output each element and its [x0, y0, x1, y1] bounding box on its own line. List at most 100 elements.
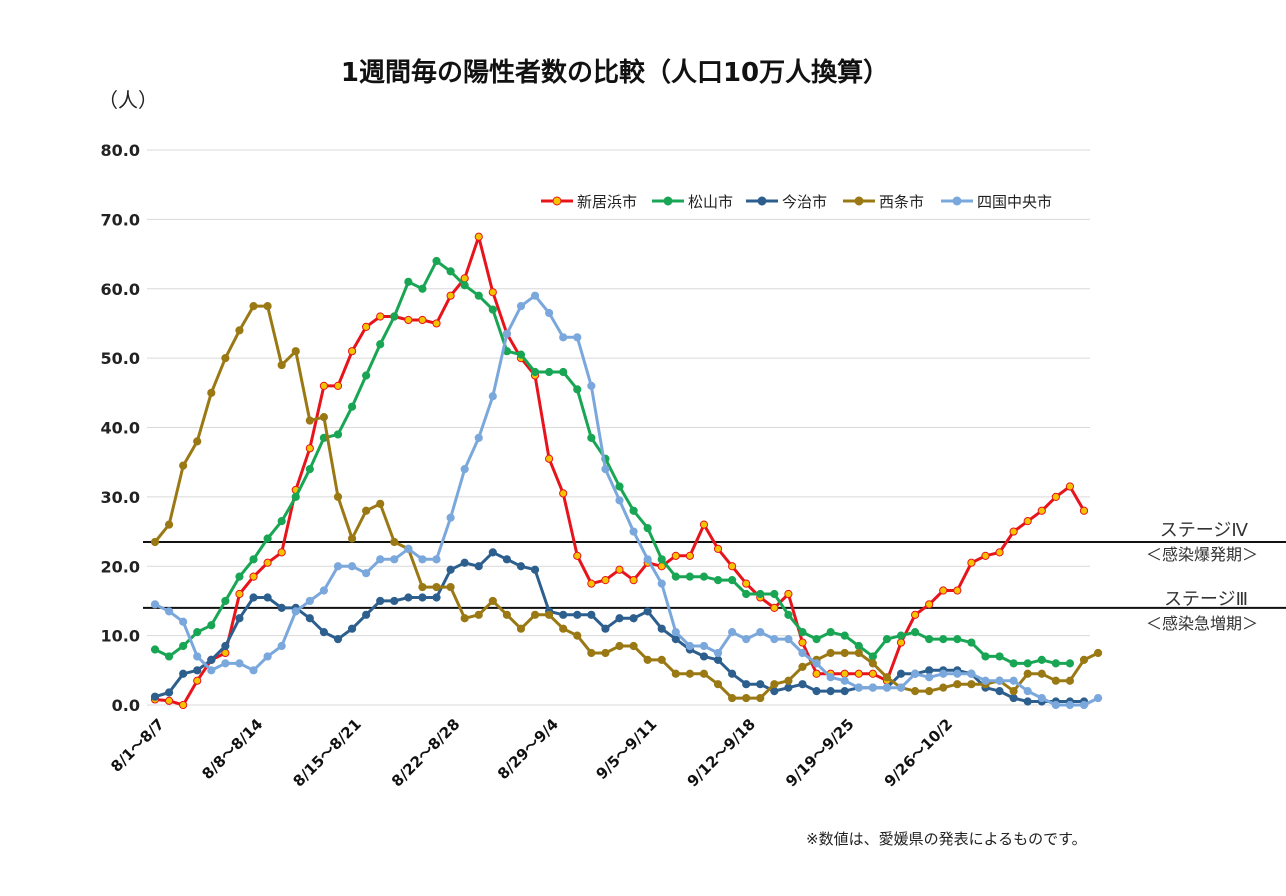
data-point: [319, 628, 329, 637]
data-point: [826, 673, 835, 682]
data-point: [939, 586, 948, 595]
data-point: [1009, 659, 1018, 668]
data-point: [516, 624, 526, 633]
data-point: [277, 517, 286, 526]
data-point: [333, 562, 343, 571]
data-point: [249, 572, 258, 581]
data-point: [573, 333, 582, 342]
data-point: [713, 648, 723, 658]
data-point: [559, 333, 568, 342]
data-point: [446, 582, 455, 592]
data-point: [967, 669, 976, 678]
data-point: [615, 482, 624, 491]
data-point: [1009, 676, 1018, 685]
data-point: [474, 232, 483, 241]
data-point: [1065, 482, 1075, 491]
data-point: [573, 385, 582, 394]
data-point: [432, 593, 441, 602]
data-point: [1009, 527, 1018, 536]
data-point: [530, 565, 540, 574]
data-point: [446, 291, 455, 300]
data-point: [235, 589, 244, 599]
data-point: [784, 683, 793, 692]
data-point: [953, 680, 962, 689]
data-point: [362, 371, 371, 380]
data-point: [446, 513, 455, 522]
data-point: [784, 634, 793, 644]
data-point: [249, 666, 258, 675]
data-point: [362, 610, 371, 619]
data-point: [840, 687, 849, 696]
data-point: [939, 683, 948, 692]
data-point: [249, 301, 258, 311]
data-point: [1051, 676, 1060, 685]
data-point: [545, 454, 554, 463]
data-point: [404, 277, 413, 286]
data-point: [1065, 659, 1075, 668]
data-point: [587, 381, 596, 390]
data-point: [981, 652, 990, 661]
data-point: [840, 669, 849, 678]
data-point: [263, 652, 272, 661]
data-point: [784, 610, 793, 619]
data-point: [1093, 693, 1103, 703]
series-新居浜市: [150, 232, 1089, 710]
data-point: [798, 662, 807, 671]
data-point: [277, 641, 286, 651]
data-point: [305, 465, 314, 474]
data-point: [756, 628, 765, 637]
data-point: [699, 572, 709, 581]
data-point: [545, 610, 554, 619]
data-point: [713, 576, 723, 585]
data-point: [432, 582, 441, 592]
data-point: [559, 489, 568, 498]
data-point: [671, 551, 680, 560]
data-point: [995, 676, 1004, 685]
data-point: [713, 655, 723, 665]
data-point: [643, 607, 652, 616]
data-point: [1051, 700, 1060, 710]
data-point: [179, 641, 188, 651]
data-point: [193, 666, 202, 675]
data-point: [910, 628, 920, 637]
stage-3-sublabel: ＜感染急増期＞: [1145, 614, 1258, 633]
data-point: [770, 603, 779, 612]
x-tick-label: 8/29～9/4: [494, 715, 562, 783]
data-point: [756, 589, 765, 599]
data-point: [390, 596, 399, 606]
data-point: [376, 499, 385, 508]
data-point: [854, 683, 863, 692]
data-point: [699, 652, 709, 661]
x-tick-label: 8/15～8/21: [290, 715, 365, 790]
data-point: [1009, 687, 1018, 696]
y-tick-label: 50.0: [101, 349, 140, 368]
data-point: [699, 669, 709, 678]
data-point: [1037, 506, 1046, 515]
data-point: [671, 572, 680, 581]
data-point: [1079, 700, 1089, 710]
legend-label: 四国中央市: [977, 193, 1052, 211]
data-point: [193, 676, 202, 685]
data-point: [516, 562, 526, 571]
data-point: [854, 641, 863, 651]
data-point: [277, 603, 286, 612]
data-point: [868, 659, 877, 668]
data-point: [1023, 697, 1032, 706]
data-point: [545, 308, 554, 318]
data-point: [643, 655, 652, 665]
data-point: [150, 692, 160, 701]
data-point: [488, 596, 497, 606]
data-point: [179, 617, 188, 626]
data-point: [376, 312, 385, 321]
data-point: [235, 572, 244, 581]
legend-marker: [552, 196, 562, 206]
data-point: [995, 652, 1004, 661]
data-point: [742, 634, 751, 644]
y-tick-label: 60.0: [101, 280, 140, 299]
data-point: [629, 641, 638, 651]
data-point: [925, 634, 934, 644]
data-point: [728, 576, 737, 585]
data-point: [728, 562, 737, 571]
data-point: [798, 648, 807, 658]
